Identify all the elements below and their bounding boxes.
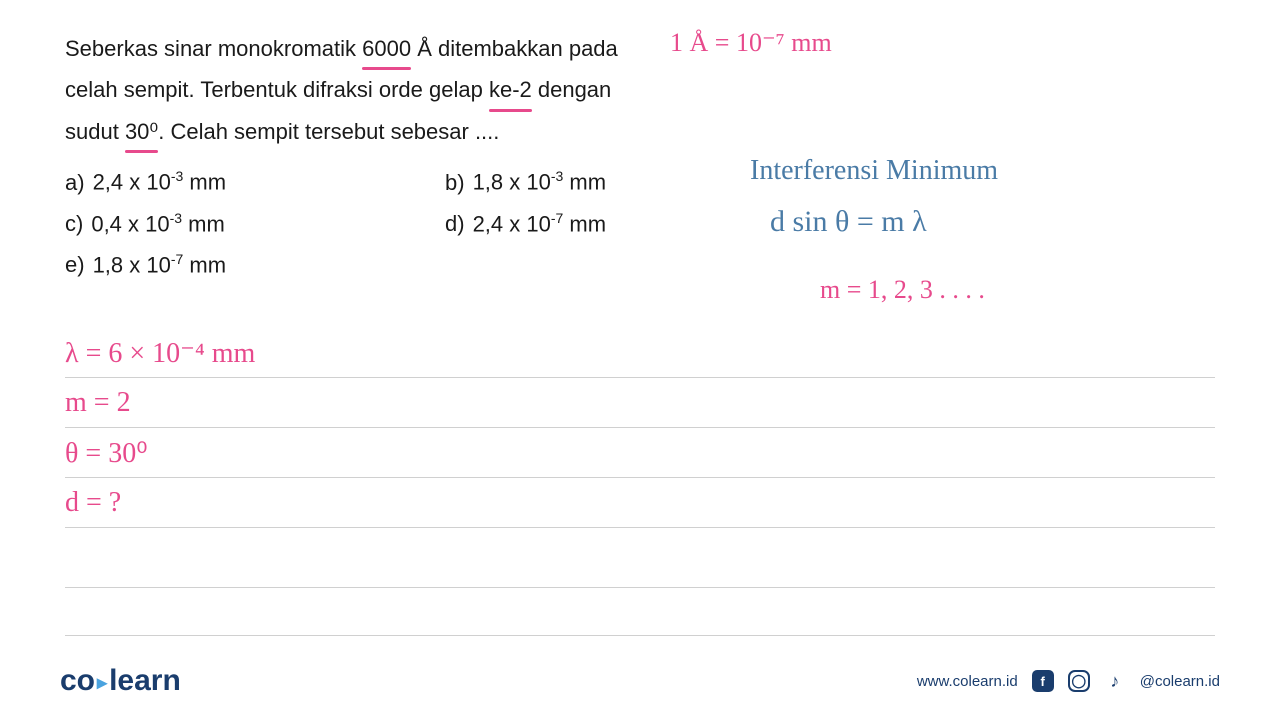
- q-line2-a: celah sempit. Terbentuk difraksi orde ge…: [65, 77, 489, 102]
- hw-angstrom-conversion: 1 Å = 10⁻⁷ mm: [670, 28, 832, 58]
- hw-interferensi-title: Interferensi Minimum: [750, 155, 998, 187]
- hw-m-values: m = 1, 2, 3 . . . .: [820, 275, 985, 305]
- given-d: d = ?: [65, 478, 1215, 528]
- option-c-label: c): [65, 211, 83, 237]
- q-line3-underlined: 30⁰: [125, 113, 158, 150]
- option-a-label: a): [65, 170, 85, 196]
- instagram-icon: ◯: [1068, 670, 1090, 692]
- option-e-value: 1,8 x 10-7 mm: [93, 251, 227, 278]
- q-line1-b: Å ditembakkan pada: [411, 36, 618, 61]
- facebook-icon: f: [1032, 670, 1054, 692]
- option-c-value: 0,4 x 10-3 mm: [91, 210, 225, 237]
- footer-right: www.colearn.id f ◯ ♪ @colearn.id: [917, 670, 1220, 692]
- given-lambda: λ = 6 × 10⁻⁴ mm: [65, 328, 1215, 378]
- given-section: λ = 6 × 10⁻⁴ mm m = 2 θ = 30⁰ d = ?: [65, 328, 1215, 528]
- q-line2-b: dengan: [532, 77, 612, 102]
- given-m: m = 2: [65, 378, 1215, 428]
- extra-ruled-lines: [65, 540, 1215, 636]
- logo-part2: learn: [109, 664, 181, 697]
- q-line1-underlined: 6000: [362, 30, 411, 67]
- option-a: a) 2,4 x 10-3 mm: [65, 168, 445, 195]
- footer-url: www.colearn.id: [917, 673, 1018, 690]
- tiktok-icon: ♪: [1104, 670, 1126, 692]
- option-d-value: 2,4 x 10-7 mm: [473, 210, 607, 237]
- question-text: Seberkas sinar monokromatik 6000 Å ditem…: [65, 30, 1215, 150]
- option-d: d) 2,4 x 10-7 mm: [445, 210, 825, 237]
- logo: co▸learn: [60, 664, 181, 698]
- logo-part1: co: [60, 664, 95, 697]
- q-line3-b: . Celah sempit tersebut sebesar ....: [158, 119, 499, 144]
- option-d-label: d): [445, 211, 465, 237]
- hw-formula: d sin θ = m λ: [770, 205, 927, 239]
- q-line2-underlined: ke-2: [489, 71, 532, 108]
- options-grid: a) 2,4 x 10-3 mm b) 1,8 x 10-3 mm c) 0,4…: [65, 168, 1215, 278]
- option-a-value: 2,4 x 10-3 mm: [93, 168, 227, 195]
- q-line3-a: sudut: [65, 119, 125, 144]
- option-c: c) 0,4 x 10-3 mm: [65, 210, 445, 237]
- logo-dot: ▸: [97, 672, 107, 694]
- option-e: e) 1,8 x 10-7 mm: [65, 251, 445, 278]
- option-e-label: e): [65, 252, 85, 278]
- footer: co▸learn www.colearn.id f ◯ ♪ @colearn.i…: [0, 664, 1280, 698]
- footer-handle: @colearn.id: [1140, 673, 1220, 690]
- given-theta: θ = 30⁰: [65, 428, 1215, 478]
- q-line1-a: Seberkas sinar monokromatik: [65, 36, 362, 61]
- option-b-value: 1,8 x 10-3 mm: [473, 168, 607, 195]
- option-b-label: b): [445, 170, 465, 196]
